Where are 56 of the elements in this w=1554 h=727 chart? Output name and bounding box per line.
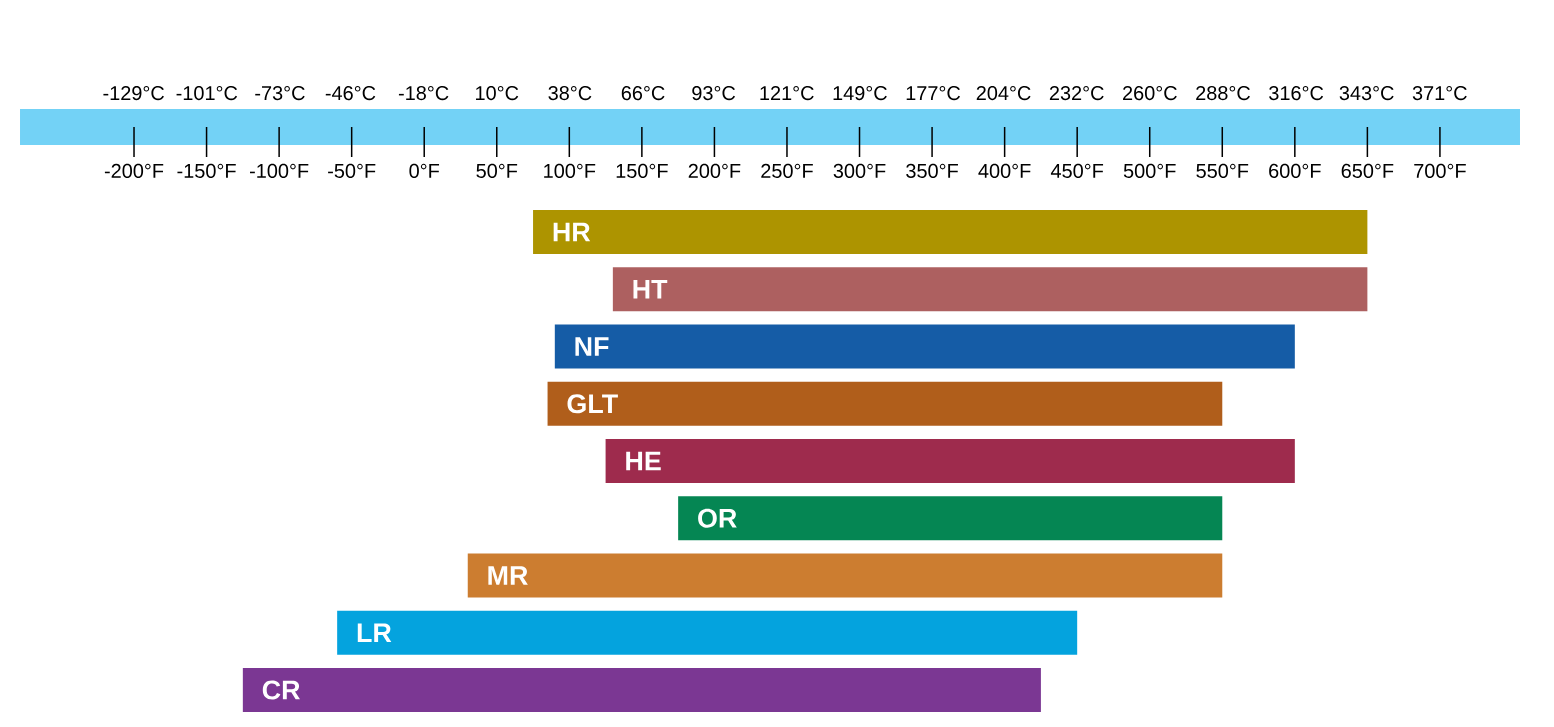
x-tick-label: -100°F — [250, 163, 309, 178]
y-tick-label: MR — [488, 566, 528, 585]
bar — [547, 381, 1223, 426]
x-tick-label: 300°F — [833, 163, 886, 178]
x-tick-label: 400°F — [978, 163, 1031, 178]
x2-tick-label: -129°C — [103, 86, 164, 101]
x2-tick-label: 316°C — [1269, 86, 1324, 101]
bar — [605, 438, 1295, 484]
x2-tick-label: 232°C — [1049, 86, 1104, 101]
x2-tick-label: -101°C — [176, 86, 238, 101]
x-tick-label: 350°F — [906, 163, 958, 178]
y-tick-label: GLT — [567, 394, 618, 414]
bar — [554, 324, 1295, 369]
x2-tick-label: 343°C — [1339, 86, 1394, 101]
bar — [337, 610, 1078, 655]
x2-tick-label: 204°C — [976, 86, 1031, 101]
x-tick-label: 550°F — [1196, 163, 1249, 178]
x-tick-label: 600°F — [1269, 163, 1321, 178]
x2-tick-label: 66°C — [621, 86, 665, 101]
y-tick-label: NF — [575, 337, 609, 356]
x2-tick-label: -46°C — [325, 86, 376, 101]
x2-tick-label: -73°C — [255, 86, 305, 101]
x-tick-label: 650°F — [1341, 163, 1394, 178]
x-tick-label: -150°F — [177, 163, 236, 178]
x2-tick-label: 149°C — [833, 86, 887, 101]
x-tick-label: 50°F — [476, 163, 518, 178]
x-tick-label: 0°F — [409, 163, 440, 178]
y-tick-label: OR — [698, 508, 737, 528]
bar — [242, 667, 1041, 713]
x2-tick-label: 260°C — [1123, 86, 1177, 101]
x2-tick-label: 38°C — [548, 86, 592, 101]
x-tick-label: -200°F — [104, 163, 164, 178]
bar — [678, 496, 1223, 541]
x-tick-label: 500°F — [1123, 163, 1176, 178]
x2-tick-label: -18°C — [398, 86, 449, 101]
bar — [467, 553, 1223, 598]
x-tick-label: 450°F — [1050, 163, 1104, 178]
x-tick-label: -50°F — [328, 163, 376, 178]
y-tick-label: LR — [357, 623, 392, 643]
bar — [612, 267, 1368, 312]
y-tick-label: HR — [553, 222, 591, 242]
x2-tick-label: 177°C — [906, 86, 961, 101]
x2-tick-label: 93°C — [692, 86, 736, 101]
x-tick-label: 250°F — [761, 163, 813, 178]
x-tick-label: 100°F — [544, 163, 596, 178]
y-tick-label: HT — [633, 279, 668, 299]
y-tick-label: CR — [262, 680, 300, 700]
x-tick-label: 200°F — [688, 163, 741, 178]
y-tick-label: HE — [626, 451, 661, 471]
x2-tick-label: 371°C — [1412, 86, 1467, 101]
x-tick-label: 150°F — [616, 163, 668, 178]
x2-tick-label: 10°C — [476, 86, 519, 101]
bar — [533, 209, 1368, 255]
x-tick-label: 700°F — [1414, 163, 1466, 178]
x2-tick-label: 121°C — [760, 86, 814, 101]
x2-tick-label: 288°C — [1196, 86, 1250, 101]
